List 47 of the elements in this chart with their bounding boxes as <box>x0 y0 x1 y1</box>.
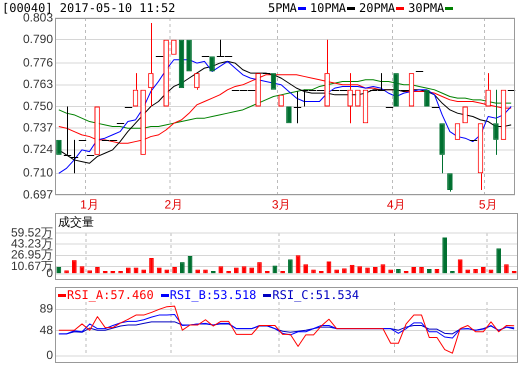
candlestick <box>478 123 484 190</box>
x-tick-label: 5月 <box>478 198 498 212</box>
bar <box>496 248 502 274</box>
y-tick-label: 0.776 <box>22 55 54 70</box>
bar <box>257 262 262 274</box>
legend-label: RSI_B:53.518 <box>170 288 256 302</box>
y-tick-label: 0.763 <box>22 77 54 92</box>
y-tick-label: 26.95万 <box>10 248 53 262</box>
y-tick-label: 48 <box>40 323 54 338</box>
y-tick-label: 0 <box>46 348 54 362</box>
bar <box>458 259 462 274</box>
bar <box>149 258 154 274</box>
candlestick <box>63 106 72 156</box>
legend-label: 20PMA <box>359 1 396 15</box>
legend-label: 5PMA <box>268 1 297 15</box>
bar <box>303 264 308 274</box>
y-tick-label: 0.710 <box>22 166 54 180</box>
candlestick <box>493 89 499 156</box>
bar <box>326 261 332 274</box>
legend-label: 30PMA <box>408 1 444 15</box>
bar <box>442 237 448 274</box>
y-tick-label: 89 <box>40 302 54 316</box>
candlestick <box>293 90 302 124</box>
y-tick-label: 0.697 <box>22 187 54 202</box>
candlestick <box>439 123 445 174</box>
bar <box>350 264 354 274</box>
candlestick <box>148 22 154 107</box>
y-tick-label: 0.750 <box>22 98 54 113</box>
bar <box>180 262 185 274</box>
bar <box>272 266 278 274</box>
y-tick-label: 0.790 <box>22 32 54 46</box>
candlestick <box>194 73 200 90</box>
legend-label: 10PMA <box>310 1 346 15</box>
bar <box>380 264 386 274</box>
x-tick-label: 3月 <box>272 198 291 212</box>
chart-title: 成交量 <box>58 215 94 229</box>
x-tick-label: 1月 <box>80 198 99 212</box>
legend-label: RSI_C:51.534 <box>272 288 360 302</box>
x-tick-label: 2月 <box>164 198 184 212</box>
bar <box>504 264 509 274</box>
y-tick-label: 0.737 <box>22 120 54 135</box>
legend-label: RSI_A:57.460 <box>67 288 154 302</box>
bar <box>72 260 77 274</box>
bar <box>288 259 293 274</box>
x-tick-label: 4月 <box>386 198 406 212</box>
y-tick-label: 0.724 <box>22 142 54 156</box>
y-tick-label: 59.52万 <box>10 225 53 240</box>
